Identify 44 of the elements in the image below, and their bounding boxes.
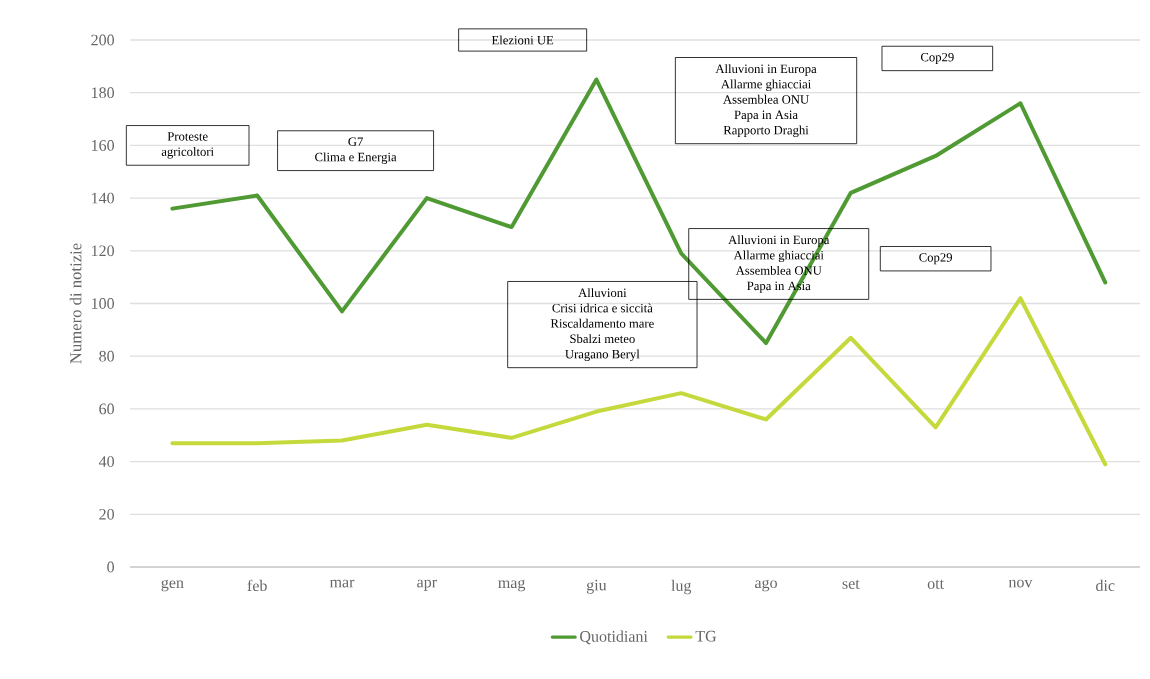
y-tick-label: 120: [92, 245, 115, 257]
x-tick-label: lug: [671, 579, 692, 595]
annotation: Cop29: [919, 253, 952, 265]
line-series: [170, 296, 1108, 467]
x-tick-label: nov: [1008, 579, 1033, 588]
annotation: Sbalzi meteo: [570, 334, 635, 344]
annotation: Cop29: [920, 52, 954, 64]
annotation: Proteste: [167, 132, 208, 141]
y-tick-label: 80: [99, 350, 115, 362]
y-tick-label: 20: [99, 508, 115, 520]
y-axis-title: Numero di notizie: [69, 243, 82, 364]
annotation: Assemblea ONU: [723, 94, 809, 104]
x-tick-label: gen: [161, 579, 184, 592]
annotation: Riscaldamento mare: [550, 318, 654, 328]
x-tick-label: dic: [1096, 579, 1115, 591]
x-tick-label: mag: [498, 579, 526, 592]
annotation: Papa in Asia: [734, 110, 798, 122]
y-tick-label: 100: [92, 298, 115, 309]
annotation: Clima e Energia: [315, 152, 397, 164]
y-tick-label: 180: [92, 87, 115, 99]
legend-label: TG: [695, 630, 717, 642]
y-tick-label: 0: [107, 561, 115, 573]
y-tick-label: 200: [91, 34, 115, 46]
x-tick-label: ott: [927, 579, 944, 589]
annotation: Uragano Beryl: [565, 349, 640, 362]
annotation: Allarme ghiacciai: [720, 79, 811, 92]
x-tick-label: set: [842, 579, 860, 589]
x-tick-label: apr: [417, 579, 437, 591]
annotation: Alluvioni in Europa: [715, 64, 817, 76]
x-tick-label: mar: [329, 579, 355, 588]
x-tick-label: giu: [586, 579, 607, 594]
annotation: Alluvioni: [578, 288, 627, 298]
annotation: Rapporto Draghi: [723, 125, 809, 138]
annotation: Elezioni UE: [491, 35, 554, 45]
annotation: agricoltori: [161, 147, 214, 159]
y-tick-label: 160: [92, 140, 115, 151]
x-tick-label: feb: [247, 579, 267, 592]
legend-label: Quotidiani: [580, 630, 648, 645]
y-tick-label: 40: [98, 456, 115, 467]
annotation: G7: [348, 137, 363, 146]
annotation: Crisi idrica e siccità: [552, 303, 653, 313]
x-tick-label: ago: [755, 579, 777, 592]
y-tick-label: 140: [92, 192, 115, 204]
y-tick-label: 60: [99, 403, 115, 415]
